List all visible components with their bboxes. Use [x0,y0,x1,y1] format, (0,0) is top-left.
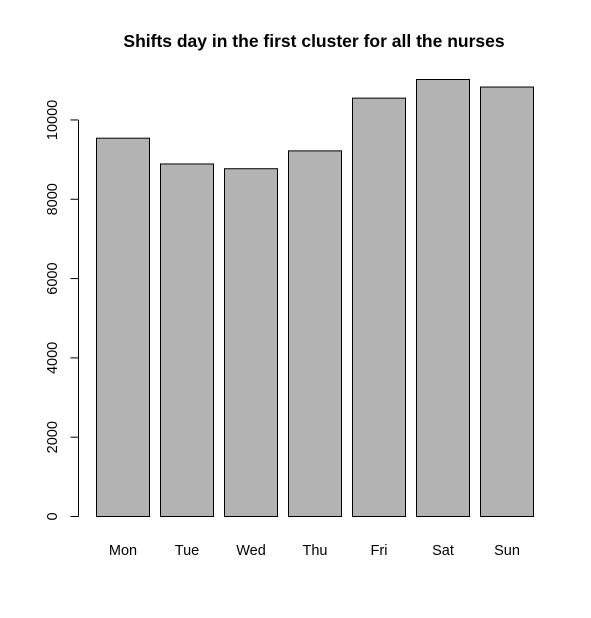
y-tick-label: 8000 [45,183,61,215]
x-tick-label-wed: Wed [236,543,266,559]
bar-wed [224,168,278,517]
chart-title: Shifts day in the first cluster for all … [123,31,504,51]
x-tick-label-mon: Mon [109,543,137,559]
x-tick-label-tue: Tue [175,543,199,559]
y-tick-label: 6000 [45,262,61,294]
x-axis: Mon Tue Wed Thu Fri Sat Sun [109,543,520,559]
y-axis: 0 2000 4000 6000 8000 10000 [45,100,79,521]
y-tick-label: 0 [45,512,61,520]
x-tick-label-thu: Thu [303,543,328,559]
bar-tue [160,163,214,517]
bar-thu [288,150,342,517]
bar-mon [96,137,150,517]
x-tick-label-sat: Sat [432,543,454,559]
y-tick-label: 10000 [45,100,61,140]
bar-sat [416,79,470,517]
bars-group [96,79,534,517]
bar-sun [480,86,534,517]
y-tick-label: 2000 [45,421,61,453]
bar-fri [352,97,406,517]
x-tick-label-sun: Sun [494,543,520,559]
y-tick-label: 4000 [45,342,61,374]
x-tick-label-fri: Fri [371,543,388,559]
